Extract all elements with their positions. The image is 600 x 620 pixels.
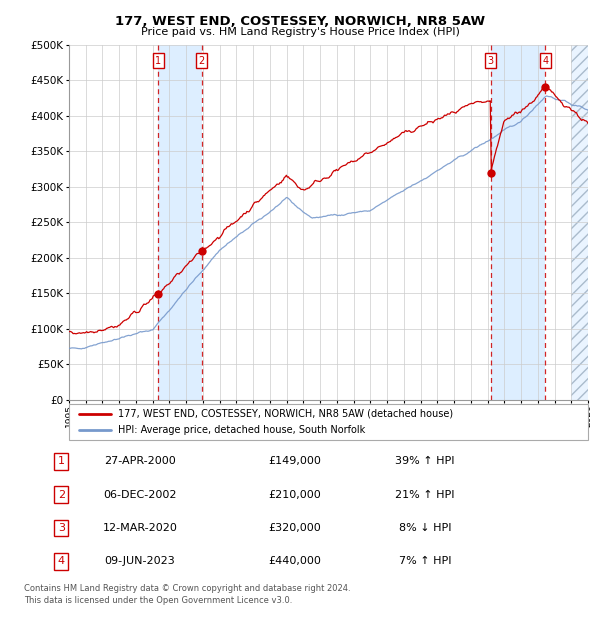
Text: Price paid vs. HM Land Registry's House Price Index (HPI): Price paid vs. HM Land Registry's House … bbox=[140, 27, 460, 37]
Text: 12-MAR-2020: 12-MAR-2020 bbox=[103, 523, 178, 533]
Text: 4: 4 bbox=[58, 556, 65, 566]
Text: 7% ↑ HPI: 7% ↑ HPI bbox=[399, 556, 451, 566]
Text: 4: 4 bbox=[542, 56, 548, 66]
Text: £320,000: £320,000 bbox=[268, 523, 321, 533]
Bar bbox=[491, 45, 545, 400]
Text: 1: 1 bbox=[58, 456, 65, 466]
Text: £440,000: £440,000 bbox=[268, 556, 321, 566]
Bar bbox=[571, 45, 588, 400]
Bar bbox=[158, 45, 202, 400]
Text: 27-APR-2000: 27-APR-2000 bbox=[104, 456, 176, 466]
Text: 177, WEST END, COSTESSEY, NORWICH, NR8 5AW: 177, WEST END, COSTESSEY, NORWICH, NR8 5… bbox=[115, 15, 485, 28]
Text: 1: 1 bbox=[155, 56, 161, 66]
Text: 3: 3 bbox=[488, 56, 494, 66]
Text: 09-JUN-2023: 09-JUN-2023 bbox=[104, 556, 175, 566]
Text: 2: 2 bbox=[58, 490, 65, 500]
Text: 3: 3 bbox=[58, 523, 65, 533]
Text: 177, WEST END, COSTESSEY, NORWICH, NR8 5AW (detached house): 177, WEST END, COSTESSEY, NORWICH, NR8 5… bbox=[118, 409, 454, 419]
Text: Contains HM Land Registry data © Crown copyright and database right 2024.: Contains HM Land Registry data © Crown c… bbox=[24, 584, 350, 593]
Text: 8% ↓ HPI: 8% ↓ HPI bbox=[399, 523, 451, 533]
Bar bbox=[571, 45, 588, 400]
Text: 39% ↑ HPI: 39% ↑ HPI bbox=[395, 456, 455, 466]
Text: 21% ↑ HPI: 21% ↑ HPI bbox=[395, 490, 455, 500]
Text: HPI: Average price, detached house, South Norfolk: HPI: Average price, detached house, Sout… bbox=[118, 425, 365, 435]
Text: 06-DEC-2002: 06-DEC-2002 bbox=[103, 490, 177, 500]
Text: This data is licensed under the Open Government Licence v3.0.: This data is licensed under the Open Gov… bbox=[24, 596, 292, 606]
Text: £210,000: £210,000 bbox=[268, 490, 321, 500]
Text: £149,000: £149,000 bbox=[268, 456, 321, 466]
Text: 2: 2 bbox=[199, 56, 205, 66]
